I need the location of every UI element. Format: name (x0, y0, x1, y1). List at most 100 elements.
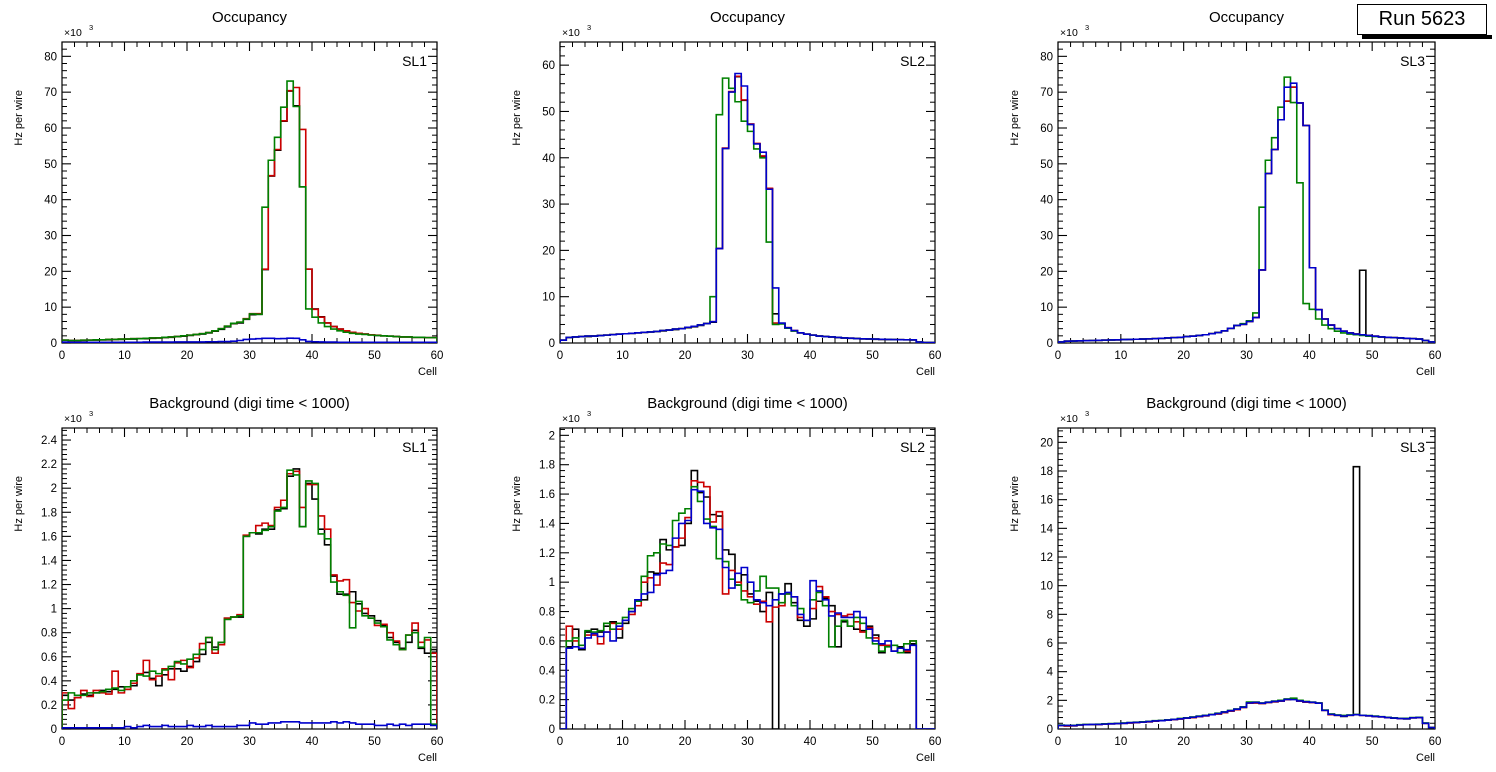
x-tick-label: 20 (181, 736, 194, 748)
x-tick-label: 50 (368, 736, 381, 748)
histogram-series-layer3 (62, 80, 437, 343)
y-tick-label: 80 (44, 51, 57, 63)
x-tick-label: 30 (243, 350, 256, 362)
y-tick-label: 0.4 (539, 665, 556, 677)
y-tick-label: 8 (1047, 609, 1053, 621)
y-tick-label: 10 (1040, 302, 1053, 314)
histogram-series-layer3 (1058, 76, 1435, 343)
y-tick-label: 10 (542, 292, 555, 304)
x-tick-label: 0 (1055, 350, 1061, 362)
x-axis-title: Cell (916, 752, 935, 764)
y-tick-label: 1.8 (41, 507, 57, 519)
superlayer-annotation: SL2 (900, 439, 925, 455)
series-group (560, 72, 935, 343)
x-tick-label: 20 (679, 350, 692, 362)
y-tick-label: 20 (1040, 437, 1053, 449)
superlayer-annotation: SL1 (402, 439, 427, 455)
y-tick-label: 30 (1040, 231, 1053, 243)
x-tick-label: 20 (1177, 350, 1190, 362)
histogram-series-layer4 (560, 72, 935, 343)
x-tick-label: 40 (306, 736, 319, 748)
y-tick-label: 40 (542, 153, 555, 165)
x-axis-title: Cell (1416, 752, 1435, 764)
x-tick-label: 50 (1366, 350, 1379, 362)
y-axis-exponent: ×10 (562, 413, 580, 425)
x-tick-label: 10 (118, 736, 131, 748)
y-axis-title: Hz per wire (13, 90, 25, 146)
y-tick-label: 4 (1047, 667, 1054, 679)
y-tick-label: 1.2 (41, 580, 57, 592)
histogram-series-layer2 (560, 480, 935, 729)
y-tick-label: 50 (44, 159, 57, 171)
plot-frame (1057, 427, 1436, 730)
x-tick-label: 10 (616, 350, 629, 362)
histogram-series-layer3 (62, 469, 437, 729)
x-tick-label: 30 (741, 736, 754, 748)
y-tick-label: 0.8 (41, 628, 57, 640)
superlayer-annotation: SL1 (402, 53, 427, 69)
y-tick-label: 50 (1040, 159, 1053, 171)
histogram-series-layer3 (560, 485, 935, 729)
y-tick-label: 60 (1040, 123, 1053, 135)
y-axis-exponent-power: 3 (587, 409, 591, 418)
superlayer-annotation: SL3 (1400, 439, 1425, 455)
x-tick-label: 60 (1429, 350, 1442, 362)
y-tick-label: 1 (549, 577, 555, 589)
histogram-series-layer4 (62, 337, 437, 343)
y-axis-title: Hz per wire (1009, 476, 1021, 532)
x-axis-title: Cell (418, 366, 437, 378)
x-tick-label: 40 (1303, 350, 1316, 362)
histogram-series-layer4 (560, 488, 935, 729)
y-tick-label: 12 (1040, 552, 1053, 564)
y-tick-label: 20 (1040, 266, 1053, 278)
chart-title: Background (digi time < 1000) (647, 395, 848, 412)
histogram-series-layer1 (62, 90, 437, 343)
x-tick-label: 0 (557, 736, 563, 748)
x-tick-label: 20 (181, 350, 194, 362)
y-tick-label: 10 (1040, 581, 1053, 593)
y-tick-label: 0 (549, 338, 555, 350)
x-tick-label: 40 (804, 350, 817, 362)
y-tick-label: 0 (51, 724, 57, 736)
x-tick-label: 30 (1240, 350, 1253, 362)
y-tick-label: 0 (1047, 338, 1053, 350)
x-tick-label: 30 (1240, 736, 1253, 748)
y-tick-label: 70 (44, 87, 57, 99)
chart-panel-occupancy-sl1: Occupancy 0 10 20 30 40 50 60 0 10 20 30 40 50 60 70 80 ×… (0, 0, 498, 386)
y-tick-label: 2 (549, 430, 555, 442)
y-axis-exponent-power: 3 (1085, 409, 1089, 418)
x-axis-title: Cell (916, 366, 935, 378)
y-tick-label: 2.4 (41, 435, 58, 447)
histogram-series-layer4 (1058, 82, 1435, 343)
x-tick-label: 50 (1366, 736, 1379, 748)
y-tick-label: 1.6 (41, 531, 57, 543)
x-tick-label: 40 (804, 736, 817, 748)
plot-frame (1057, 41, 1436, 344)
run-number-label: Run 5623 (1378, 8, 1466, 30)
y-tick-label: 10 (44, 302, 57, 314)
histogram-series-layer2 (62, 86, 437, 343)
y-tick-label: 1 (51, 604, 57, 616)
chart-title: Occupancy (212, 9, 288, 26)
x-tick-label: 50 (866, 350, 879, 362)
y-tick-label: 2.2 (41, 459, 57, 471)
series-group (62, 80, 437, 343)
y-axis-exponent-power: 3 (1085, 23, 1089, 32)
y-tick-label: 20 (542, 245, 555, 257)
x-axis-title: Cell (1416, 366, 1435, 378)
y-tick-label: 60 (44, 123, 57, 135)
superlayer-annotation: SL2 (900, 53, 925, 69)
x-axis-title: Cell (418, 752, 437, 764)
x-tick-label: 20 (679, 736, 692, 748)
y-axis-exponent: ×10 (64, 413, 82, 425)
y-axis-title: Hz per wire (511, 476, 523, 532)
x-tick-label: 40 (1303, 736, 1316, 748)
superlayer-annotation: SL3 (1400, 53, 1425, 69)
chart-panel-background-sl1: Background (digi time < 1000) 0 10 20 30 40 50… (0, 386, 498, 772)
series-group (62, 468, 437, 729)
y-axis-exponent-power: 3 (89, 23, 93, 32)
y-tick-label: 50 (542, 106, 555, 118)
y-axis-title: Hz per wire (13, 476, 25, 532)
x-tick-label: 20 (1177, 736, 1190, 748)
